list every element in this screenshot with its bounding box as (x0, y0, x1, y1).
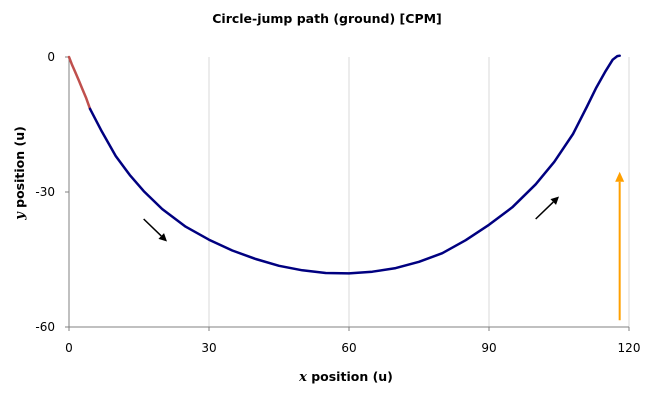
direction-arrow-0-head (158, 233, 167, 242)
y-tick-label: -60 (35, 320, 55, 334)
x-tick-label: 30 (201, 341, 216, 355)
direction-arrow-1-head (550, 196, 559, 205)
y-axis-label: y position (u) (12, 126, 28, 221)
x-tick-label: 90 (481, 341, 496, 355)
chart-title: Circle-jump path (ground) [CPM] (212, 11, 442, 26)
series (67, 54, 621, 275)
x-axis-label-text: position (u) (307, 369, 393, 384)
x-axis-label: x position (u) (298, 369, 393, 385)
x-axis-label-var: x (298, 370, 307, 385)
x-tick-label: 60 (341, 341, 356, 355)
direction-arrow-1-shaft (535, 201, 554, 220)
jump-arrow-2-head (615, 171, 625, 182)
y-tick-label: 0 (47, 50, 55, 64)
y-axis-label-var: y (13, 211, 28, 221)
x-tick-label: 120 (618, 341, 641, 355)
annotations (143, 171, 625, 321)
axes (65, 56, 630, 331)
y-tick-label: -30 (35, 185, 55, 199)
path-line (88, 54, 621, 275)
x-tick-label: 0 (65, 341, 73, 355)
y-axis-label-text: position (u) (12, 126, 27, 212)
tick-labels: 0 30 60 90 120 0 -30 -60 (35, 50, 640, 355)
direction-arrow-0-shaft (143, 218, 162, 237)
start_segment-line (67, 55, 92, 111)
grid (208, 57, 630, 327)
